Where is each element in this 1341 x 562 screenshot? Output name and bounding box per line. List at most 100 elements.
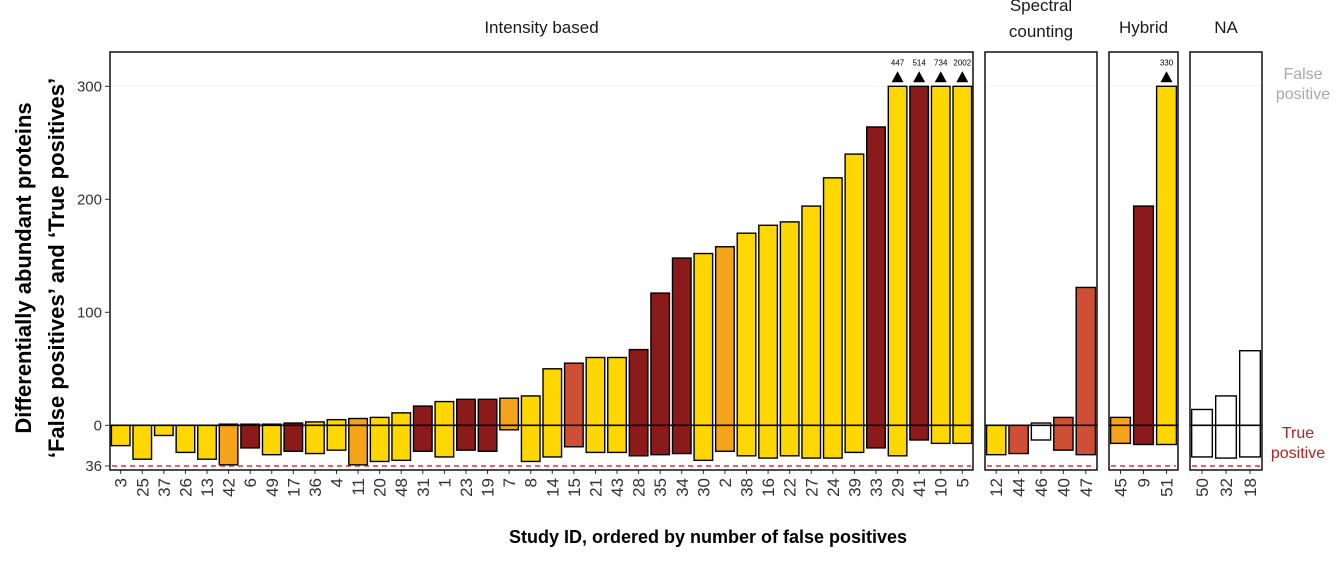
facet-strip-label: Hybrid (1119, 18, 1168, 37)
x-tick-label: 5 (953, 478, 972, 487)
x-tick-label: 42 (220, 478, 239, 497)
bar-study-24 (822, 177, 843, 459)
bar-study-51 (1155, 85, 1178, 446)
overflow-value-label: 330 (1160, 58, 1174, 67)
bar-study-28 (628, 348, 649, 457)
bar-study-38 (736, 232, 757, 457)
facet-panel-1: Spectral counting 12 44 46 40 47 (984, 0, 1098, 497)
panel-border (984, 51, 1098, 471)
overflow-value-label: 2002 (953, 58, 971, 67)
x-tick-label: 26 (176, 478, 195, 497)
bar-study-6 (240, 423, 261, 449)
bar-study-50 (1190, 408, 1214, 458)
x-tick-label: 3 (112, 478, 131, 487)
bar-study-3 (110, 424, 131, 447)
bar-study-22 (779, 221, 800, 457)
x-tick-label: 23 (457, 478, 476, 497)
bar-study-41 (909, 85, 930, 441)
x-tick-label: 13 (198, 478, 217, 497)
x-tick-label: 49 (263, 478, 282, 497)
x-tick-label: 46 (1032, 478, 1051, 497)
x-tick-label: 35 (651, 478, 670, 497)
facet-panel-3: NA 50 32 18 (1189, 18, 1263, 497)
x-tick-label: 41 (910, 478, 929, 497)
y-axis-title-line1: Differentially abundant proteins (11, 102, 36, 433)
x-tick-label: 18 (1241, 478, 1260, 497)
bar-study-29 (887, 85, 908, 457)
bar-study-11 (348, 417, 369, 466)
x-axis-title: Study ID, ordered by number of false pos… (509, 527, 907, 547)
overflow-arrow-icon (934, 71, 947, 83)
x-tick-label: 51 (1158, 478, 1177, 497)
bar-study-34 (671, 257, 692, 455)
false-positive-label: False positive (1276, 66, 1330, 103)
x-tick-label: 38 (738, 478, 757, 497)
bar-study-43 (607, 356, 628, 454)
bar-study-8 (520, 395, 541, 463)
overflow-arrow-icon (956, 71, 969, 83)
x-tick-label: 36 (306, 478, 325, 497)
x-tick-label: 44 (1010, 478, 1029, 497)
false-positive-label-text: False positive (1276, 66, 1330, 103)
bar-study-33 (866, 126, 886, 449)
bar-study-49 (261, 423, 282, 456)
x-tick-label: 37 (155, 478, 174, 497)
bar-study-47 (1075, 286, 1097, 456)
panel-border (109, 51, 974, 471)
bar-study-9 (1132, 205, 1155, 446)
y-axis: 0 100 200 300 36 (77, 78, 110, 475)
bar-study-13 (197, 424, 217, 460)
bar-study-36 (304, 421, 325, 455)
x-tick-label: 50 (1193, 478, 1212, 497)
bar-study-17 (283, 422, 304, 452)
x-tick-label: 19 (479, 478, 498, 497)
x-tick-label: 2 (716, 478, 735, 487)
bar-study-39 (844, 153, 865, 454)
bar-study-26 (175, 424, 196, 454)
y-tick-label: 0 (94, 417, 102, 434)
overflow-arrow-icon (891, 71, 904, 83)
x-tick-label: 21 (586, 478, 605, 497)
x-tick-label: 40 (1054, 478, 1073, 497)
y-tick-label: 100 (77, 304, 102, 321)
x-tick-label: 33 (867, 478, 886, 497)
x-tick-label: 48 (392, 478, 411, 497)
bar-study-30 (693, 252, 714, 462)
x-tick-label: 1 (435, 478, 454, 487)
bar-study-42 (218, 423, 239, 466)
true-positive-label-text: True positive (1271, 425, 1325, 462)
bar-study-18 (1238, 350, 1262, 458)
bar-study-46 (1030, 422, 1052, 441)
x-tick-label: 4 (327, 478, 346, 487)
x-tick-label: 32 (1217, 478, 1236, 497)
facet-strip-label: NA (1214, 18, 1238, 37)
x-tick-label: 39 (845, 478, 864, 497)
y-tick-label: 200 (77, 191, 102, 208)
panel-background (110, 52, 973, 470)
panel-border (1189, 51, 1263, 471)
bar-study-32 (1214, 395, 1238, 459)
x-tick-label: 15 (565, 478, 584, 497)
x-tick-label: 10 (932, 478, 951, 497)
bar-study-4 (326, 418, 347, 451)
x-tick-label: 47 (1077, 478, 1096, 497)
x-tick-label: 24 (824, 478, 843, 497)
x-tick-label: 6 (241, 478, 260, 487)
x-tick-label: 22 (781, 478, 800, 497)
panel-border (1108, 51, 1179, 471)
bar-study-25 (132, 424, 153, 460)
y-tick-label: 300 (77, 78, 102, 95)
x-tick-label: 17 (284, 478, 303, 497)
x-tick-label: 45 (1112, 478, 1131, 497)
bar-study-40 (1053, 416, 1074, 451)
bar-study-35 (650, 292, 671, 456)
bar-study-16 (758, 224, 779, 459)
x-tick-label: 14 (543, 478, 562, 497)
bar-study-37 (153, 424, 174, 437)
y-axis-title-line2: ‘False positives’ and ‘True positives’ (44, 78, 69, 458)
x-tick-label: 28 (630, 478, 649, 497)
bar-study-15 (563, 362, 584, 448)
overflow-value-label: 514 (912, 58, 926, 67)
x-tick-label: 11 (349, 478, 368, 496)
bar-study-7 (499, 397, 520, 431)
